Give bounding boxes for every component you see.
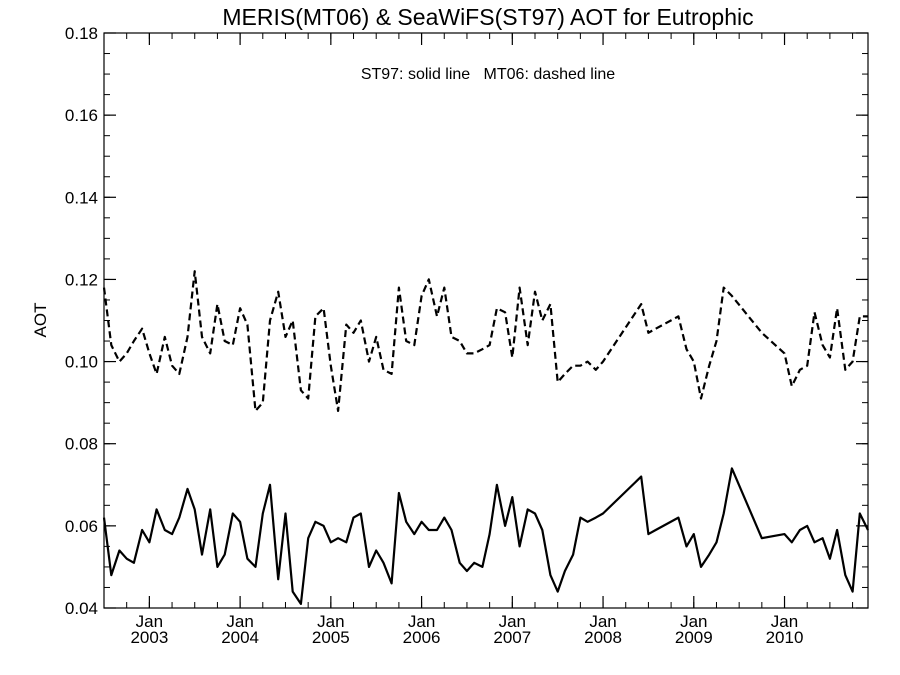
y-axis: 0.04 0.06 0.08 0.10 0.12 0.14 0.16 0.18 — [65, 24, 868, 618]
x-tick-year: 2010 — [766, 628, 804, 647]
plot-border — [103, 32, 869, 609]
series-line-st97 — [102, 467, 869, 606]
x-tick-year: 2004 — [221, 628, 259, 647]
x-tick-month: Jan — [317, 612, 344, 631]
y-tick-label: 0.12 — [65, 270, 98, 289]
y-tick-label: 0.06 — [65, 517, 98, 536]
x-tick-year: 2006 — [403, 628, 441, 647]
x-tick-month: Jan — [771, 612, 798, 631]
x-tick-year: 2008 — [584, 628, 622, 647]
y-tick-label: 0.18 — [65, 24, 98, 43]
chart-title: MERIS(MT06) & SeaWiFS(ST97) AOT for Eutr… — [222, 4, 753, 30]
x-tick-year: 2007 — [493, 628, 531, 647]
x-tick-month: Jan — [226, 612, 253, 631]
x-tick-month: Jan — [136, 612, 163, 631]
x-tick-month: Jan — [408, 612, 435, 631]
x-tick-year: 2003 — [130, 628, 168, 647]
series-line-mt06 — [102, 270, 868, 412]
x-tick-year: 2009 — [675, 628, 713, 647]
x-tick-month: Jan — [499, 612, 526, 631]
series-lines — [102, 270, 869, 606]
y-axis-label: AOT — [31, 303, 50, 338]
y-tick-label: 0.14 — [65, 188, 98, 207]
legend-annotation: ST97: solid line MT06: dashed line — [361, 66, 615, 83]
y-tick-label: 0.10 — [65, 353, 98, 372]
plot-frame — [103, 32, 869, 609]
x-tick-year: 2005 — [312, 628, 350, 647]
y-tick-label: 0.08 — [65, 435, 98, 454]
x-tick-month: Jan — [680, 612, 707, 631]
x-axis: Jan2003Jan2004Jan2005Jan2006Jan2007Jan20… — [103, 33, 854, 647]
y-tick-label: 0.04 — [65, 599, 98, 618]
y-tick-label: 0.16 — [65, 106, 98, 125]
x-tick-month: Jan — [589, 612, 616, 631]
